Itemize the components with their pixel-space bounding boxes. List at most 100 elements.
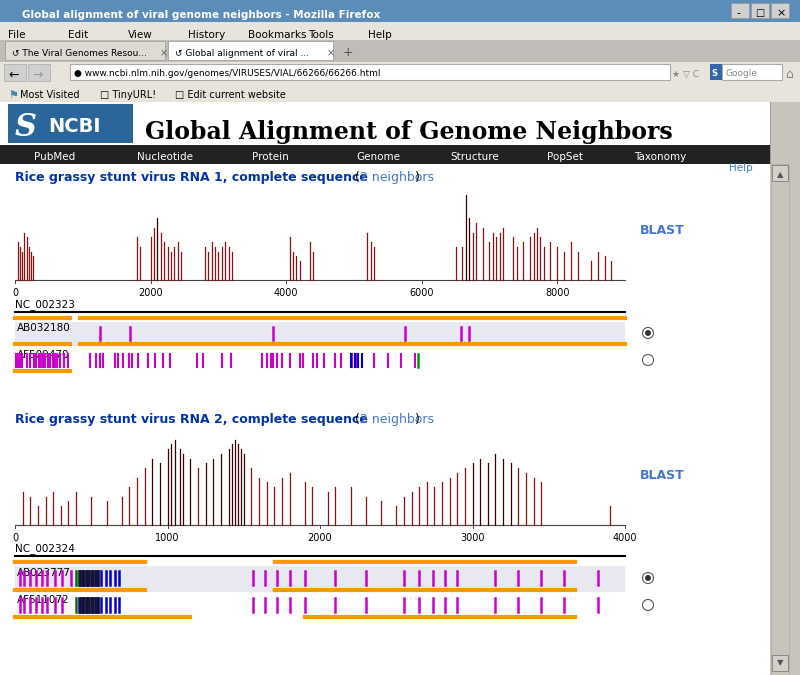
Text: PubMed: PubMed — [34, 152, 76, 162]
Bar — [751, 3, 769, 18]
Text: ⚑: ⚑ — [8, 90, 18, 100]
Text: ×: × — [776, 8, 786, 18]
Bar — [771, 102, 800, 145]
Bar — [52, 65, 70, 80]
Text: Taxonomy: Taxonomy — [634, 152, 686, 162]
Text: 6000: 6000 — [410, 288, 434, 298]
Text: □: □ — [755, 8, 764, 18]
Text: 0: 0 — [12, 288, 18, 298]
Text: NCBI: NCBI — [48, 117, 101, 136]
Text: View: View — [128, 30, 153, 40]
Bar — [0, 22, 800, 40]
Text: ↺ Global alignment of viral ...: ↺ Global alignment of viral ... — [175, 49, 309, 57]
Text: AF511072: AF511072 — [17, 595, 70, 605]
Bar — [0, 62, 800, 84]
Bar — [15, 428, 625, 538]
Bar — [15, 593, 625, 619]
Text: Help: Help — [368, 30, 392, 40]
Text: 3000: 3000 — [460, 533, 485, 543]
Circle shape — [642, 572, 654, 583]
Text: -: - — [736, 8, 740, 18]
Bar — [15, 322, 625, 346]
Text: 8000: 8000 — [545, 288, 570, 298]
Text: Google: Google — [726, 70, 758, 78]
Text: NC_002324: NC_002324 — [15, 543, 75, 554]
Circle shape — [645, 330, 651, 336]
Bar — [731, 3, 749, 18]
Text: ): ) — [415, 171, 420, 184]
Text: AB032180: AB032180 — [17, 323, 70, 333]
Bar — [15, 349, 625, 373]
Text: ★ ▽ C: ★ ▽ C — [672, 70, 699, 78]
Text: Rice grassy stunt virus RNA 2, complete sequence: Rice grassy stunt virus RNA 2, complete … — [15, 414, 372, 427]
Text: Tools: Tools — [308, 30, 334, 40]
Text: BLAST: BLAST — [640, 224, 685, 237]
Text: 0: 0 — [12, 533, 18, 543]
Text: +: + — [343, 47, 354, 59]
Bar — [5, 41, 165, 60]
Text: Most Visited: Most Visited — [20, 90, 79, 100]
Text: ): ) — [415, 414, 420, 427]
Bar — [771, 164, 789, 675]
Text: 4000: 4000 — [613, 533, 638, 543]
Text: Nucleotide: Nucleotide — [137, 152, 193, 162]
Text: (: ( — [355, 414, 360, 427]
Text: NC_002323: NC_002323 — [15, 300, 75, 310]
Bar — [771, 3, 789, 18]
Bar — [770, 164, 800, 675]
Bar — [70, 64, 670, 80]
Text: BLAST: BLAST — [640, 469, 685, 482]
Text: 1000: 1000 — [155, 533, 180, 543]
Text: ↺ The Viral Genomes Resou...: ↺ The Viral Genomes Resou... — [12, 49, 147, 57]
Bar — [0, 164, 770, 675]
Text: 4000: 4000 — [274, 288, 298, 298]
Text: Genome: Genome — [356, 152, 400, 162]
Bar — [4, 64, 26, 81]
Text: ⌂: ⌂ — [785, 68, 793, 80]
Circle shape — [642, 599, 654, 610]
Text: ←: ← — [8, 68, 18, 82]
Bar — [28, 64, 50, 81]
Text: →: → — [32, 68, 42, 82]
Bar — [0, 40, 800, 62]
Text: S: S — [711, 70, 717, 78]
Text: 2000: 2000 — [308, 533, 332, 543]
Text: File: File — [8, 30, 26, 40]
Bar — [710, 64, 722, 80]
Text: 2000: 2000 — [138, 288, 163, 298]
Text: □ Edit current website: □ Edit current website — [175, 90, 286, 100]
Text: Edit: Edit — [68, 30, 88, 40]
Text: Help: Help — [730, 163, 753, 173]
Text: AF509470: AF509470 — [17, 350, 70, 360]
Text: (: ( — [355, 171, 360, 184]
Bar — [15, 183, 625, 293]
Text: Global Alignment of Genome Neighbors: Global Alignment of Genome Neighbors — [145, 120, 673, 144]
Text: Protein: Protein — [252, 152, 288, 162]
Text: PopSet: PopSet — [547, 152, 583, 162]
Text: 2 neighbors: 2 neighbors — [360, 171, 434, 184]
Text: Rice grassy stunt virus RNA 1, complete sequence: Rice grassy stunt virus RNA 1, complete … — [15, 171, 372, 184]
Text: Structure: Structure — [450, 152, 499, 162]
Text: ▼: ▼ — [777, 659, 783, 668]
Text: ×: × — [327, 48, 335, 58]
Bar — [0, 84, 800, 102]
Text: ▲: ▲ — [777, 171, 783, 180]
Bar — [0, 102, 770, 145]
Bar — [8, 104, 133, 143]
Bar — [0, 145, 770, 164]
Text: Bookmarks: Bookmarks — [248, 30, 306, 40]
Text: History: History — [188, 30, 226, 40]
Bar — [168, 41, 333, 60]
Bar — [772, 655, 788, 671]
Bar — [772, 165, 788, 181]
Circle shape — [642, 327, 654, 338]
Bar — [0, 0, 800, 22]
Text: Global alignment of viral genome neighbors - Mozilla Firefox: Global alignment of viral genome neighbo… — [22, 10, 380, 20]
Bar — [770, 102, 771, 675]
Text: AB023777: AB023777 — [17, 568, 71, 578]
Circle shape — [645, 575, 651, 581]
Text: ● www.ncbi.nlm.nih.gov/genomes/VIRUSES/VIAL/66266/66266.html: ● www.ncbi.nlm.nih.gov/genomes/VIRUSES/V… — [74, 70, 381, 78]
Circle shape — [642, 354, 654, 365]
Text: 2 neighbors: 2 neighbors — [360, 414, 434, 427]
Text: S: S — [15, 113, 37, 144]
